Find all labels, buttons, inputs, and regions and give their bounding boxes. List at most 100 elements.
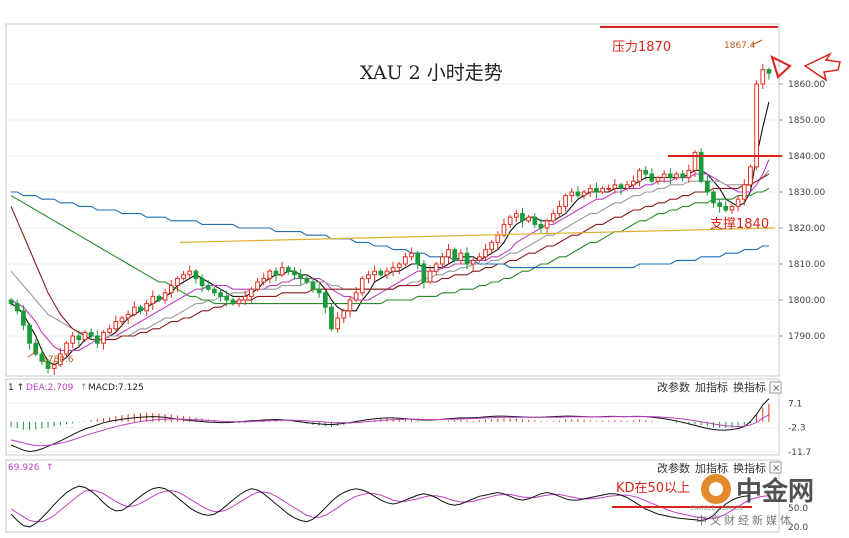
candle-body (372, 270, 377, 276)
candle-body (489, 241, 495, 251)
candle-body (267, 270, 273, 279)
candle (168, 279, 174, 298)
candle-body (168, 285, 174, 294)
candle-body (649, 173, 655, 182)
candle (322, 290, 328, 314)
kdj-change-params-button[interactable]: 改参数 (657, 461, 690, 475)
candle (717, 198, 722, 213)
candle-body (273, 270, 279, 276)
candle-body (242, 295, 248, 301)
candle-body (249, 288, 254, 297)
y-tick-label: 1800.00 (788, 296, 825, 306)
macd-dea-line (10, 414, 770, 447)
arrow-icon (770, 55, 792, 79)
candle (224, 290, 230, 307)
close-icon[interactable]: × (772, 383, 780, 394)
candle (125, 310, 131, 325)
candle (76, 330, 82, 347)
cngold-logo: 中金网 CNGOLD.COM.CN 中文财经新媒体 (690, 474, 814, 527)
candle-body (131, 306, 137, 315)
candle (113, 315, 119, 333)
candle (218, 288, 223, 302)
candle-body (606, 187, 612, 190)
candle (649, 168, 655, 184)
kdj-close-button[interactable]: × (769, 461, 782, 474)
main-panel-frame (5, 23, 780, 377)
candle-body (396, 263, 402, 269)
candle-body (366, 274, 371, 279)
candle (8, 297, 14, 306)
candle (624, 180, 630, 191)
candle-body (378, 270, 384, 276)
candle (156, 294, 162, 303)
candle-body (304, 277, 310, 283)
candlesticks (8, 63, 772, 375)
kdj-close-box[interactable] (769, 461, 782, 474)
candle-body (27, 324, 32, 344)
macd-close-box[interactable] (769, 381, 782, 394)
candle-body (729, 205, 735, 211)
candle-body (637, 169, 642, 182)
candle-body (594, 187, 599, 193)
candle (409, 247, 414, 261)
candle (39, 348, 45, 365)
candle-body (501, 223, 507, 236)
candle (187, 265, 193, 279)
candle-body (8, 299, 14, 305)
candle (150, 290, 156, 311)
kdj-panel-frame (5, 459, 780, 533)
candle-body (218, 292, 223, 297)
candle (637, 168, 642, 187)
candle (138, 305, 143, 315)
kdj-up-icon: ↑ (46, 463, 54, 473)
candle-body (581, 191, 587, 197)
moving-averages (10, 101, 770, 366)
price-levels (27, 26, 782, 358)
candle-body (618, 184, 624, 189)
candle (563, 193, 568, 212)
kdj-tick-label: 50.0 (788, 504, 808, 514)
resistance-label: 压力1870 (612, 40, 671, 55)
candle (452, 247, 458, 263)
high-pointer (751, 39, 763, 46)
candle (236, 296, 242, 308)
candle (94, 330, 100, 349)
candle (470, 258, 476, 271)
candle-body (175, 277, 180, 287)
candle (421, 260, 427, 289)
candle-body (298, 274, 304, 279)
candle-body (483, 249, 488, 258)
candle-body (119, 317, 125, 323)
candle (285, 265, 291, 275)
low-pointer (27, 349, 39, 358)
kdj-add-indicator-button[interactable]: 加指标 (695, 461, 728, 475)
y-tick-label: 1810.00 (788, 260, 825, 270)
candle-body (711, 191, 716, 204)
y-tick-label: 1840.00 (788, 152, 825, 162)
candle (612, 179, 618, 194)
macd-change-params-button[interactable]: 改参数 (657, 380, 690, 394)
macd-switch-indicator-button[interactable]: 换指标 (733, 380, 766, 394)
candle (606, 184, 612, 192)
dea-label: DEA:2.709 (26, 383, 74, 393)
candle-body (51, 364, 57, 369)
candle-body (569, 191, 575, 197)
kdj-k-line (10, 485, 751, 528)
candle (507, 215, 513, 228)
price-axis: 1790.00 1800.00 1810.00 1820.00 1830.00 1840.… (779, 80, 825, 342)
candle (21, 305, 26, 331)
macd-up-icon: ↑ (80, 383, 88, 393)
candle-body (193, 270, 199, 279)
ma-line-ma30 (10, 173, 770, 341)
candle-body (754, 83, 759, 168)
candle-body (261, 277, 267, 283)
macd-close-button[interactable]: × (769, 381, 782, 394)
kdj-switch-indicator-button[interactable]: 换指标 (733, 461, 766, 475)
candle-body (156, 295, 162, 301)
close-icon[interactable]: × (772, 463, 780, 474)
candle (557, 200, 562, 218)
macd-add-indicator-button[interactable]: 加指标 (695, 380, 728, 394)
candle (304, 276, 310, 285)
candle-body (704, 180, 710, 193)
